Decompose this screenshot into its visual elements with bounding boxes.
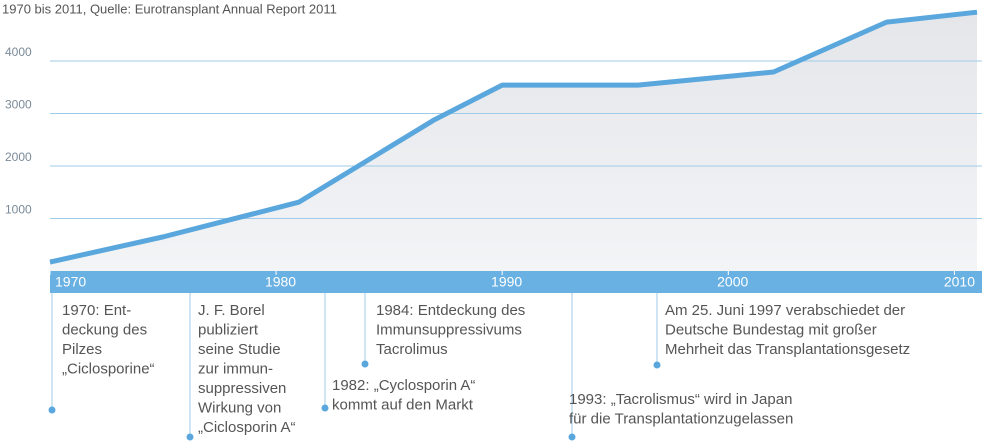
annotation-dot bbox=[654, 362, 661, 369]
annotation-text: „Ciclosporine“ bbox=[62, 360, 155, 377]
annotation-text: für die Transplantationzugelassen bbox=[569, 410, 793, 427]
annotation-text: Am 25. Juni 1997 verabschiedet der bbox=[665, 302, 905, 319]
annotation-text: 1993: „Tacrolismus“ wird in Japan bbox=[569, 391, 792, 408]
annotation-text: zur immun- bbox=[198, 360, 273, 377]
y-tick-label: 4000 bbox=[5, 45, 32, 59]
y-tick-label: 3000 bbox=[5, 98, 32, 112]
annotation-text: Pilzes bbox=[62, 341, 102, 358]
annotation-dot bbox=[569, 434, 576, 441]
annotation-text: seine Studie bbox=[198, 341, 281, 358]
subtitle: 1970 bis 2011, Quelle: Eurotransplant An… bbox=[2, 1, 337, 16]
x-tick-label: 2010 bbox=[944, 274, 975, 290]
annotation-dot bbox=[187, 434, 194, 441]
annotation-text: suppressiven bbox=[198, 380, 286, 397]
annotation-text: Immunsuppressivums bbox=[376, 321, 522, 338]
annotation-text: „Ciclosporin A“ bbox=[198, 419, 296, 436]
x-tick-label: 1990 bbox=[491, 274, 522, 290]
annotation-dot bbox=[322, 405, 329, 412]
annotation-text: Wirkung von bbox=[198, 399, 281, 416]
annotation-text: deckung des bbox=[62, 321, 147, 338]
annotation-text: publiziert bbox=[198, 321, 259, 338]
annotation-dot bbox=[49, 407, 56, 414]
y-tick-label: 1000 bbox=[5, 203, 32, 217]
annotation-text: Tacrolimus bbox=[376, 341, 448, 358]
chart: 1970 bis 2011, Quelle: Eurotransplant An… bbox=[0, 0, 982, 445]
x-tick-label: 2000 bbox=[717, 274, 748, 290]
annotation-text: 1982: „Cyclosporin A“ bbox=[332, 377, 475, 394]
annotation-text: Deutsche Bundestag mit großer bbox=[665, 321, 877, 338]
y-tick-label: 2000 bbox=[5, 150, 32, 164]
annotation-text: kommt auf den Markt bbox=[332, 396, 474, 413]
annotation-dot bbox=[362, 361, 369, 368]
annotation-text: Mehrheit das Transplantationsgesetz bbox=[665, 341, 910, 358]
x-tick-label: 1980 bbox=[265, 274, 296, 290]
annotation-text: 1970: Ent- bbox=[62, 302, 131, 319]
annotation-text: 1984: Entdeckung des bbox=[376, 302, 525, 319]
x-tick-label: 1970 bbox=[55, 274, 86, 290]
annotation-text: J. F. Borel bbox=[198, 302, 265, 319]
